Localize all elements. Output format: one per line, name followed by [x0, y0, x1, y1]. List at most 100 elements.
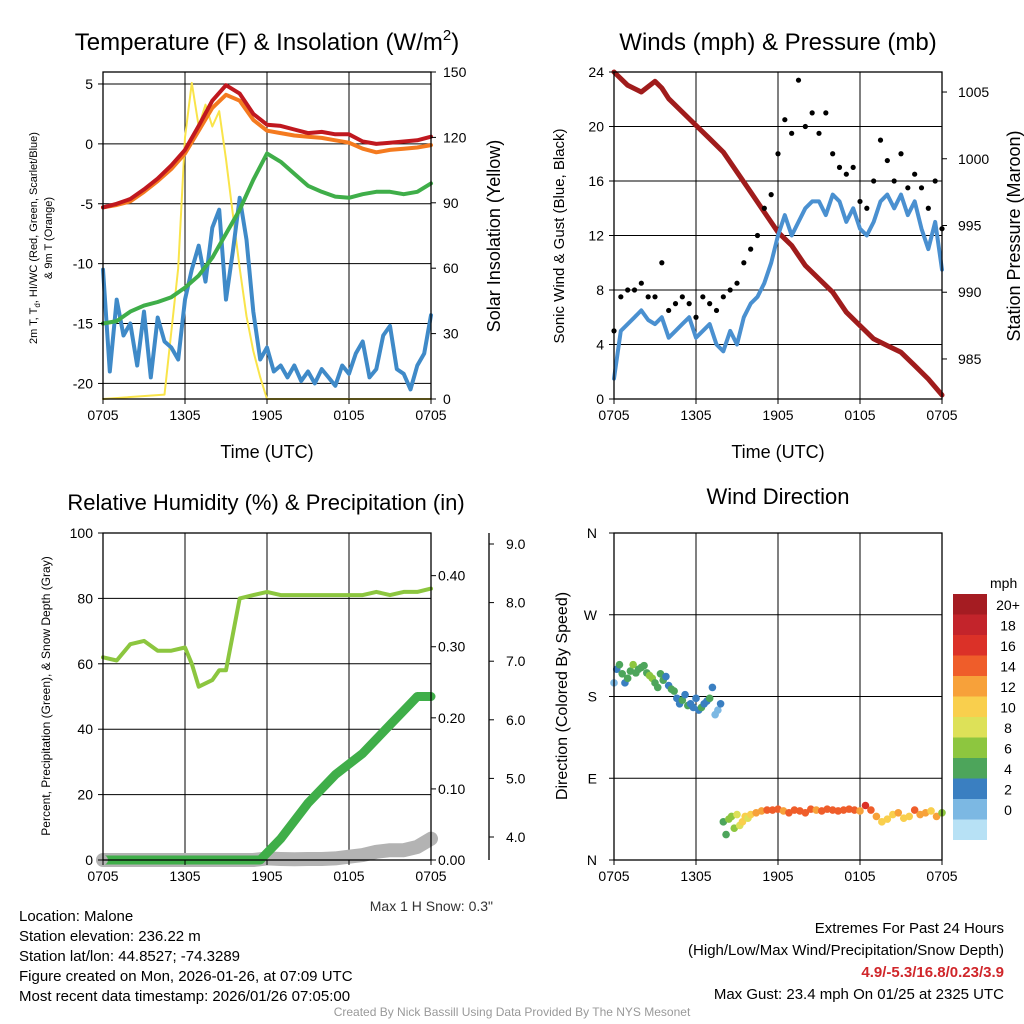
precip-y2-ticks: 0.00 0.10 0.20 0.30 0.40: [431, 568, 465, 868]
gust-point: [727, 287, 733, 293]
direction-ylabel: Direction (Colored By Speed): [554, 592, 571, 800]
gust-point: [912, 171, 918, 177]
direction-point: [670, 687, 678, 695]
y-tick-label: -20: [73, 375, 93, 391]
y2-tick-label: 0.00: [438, 852, 465, 868]
max-snow-footnote: Max 1 H Snow: 0.3": [370, 898, 493, 914]
gust-point: [836, 164, 843, 170]
direction-point: [716, 699, 725, 708]
y2-tick-label: 0.10: [438, 781, 465, 797]
y-tick-label: 4: [596, 337, 604, 353]
direction-point: [861, 801, 870, 810]
direction-y-ticks: N E S W N: [584, 525, 614, 868]
y-tick-label: W: [584, 607, 598, 623]
y2-tick-label: 1005: [958, 84, 989, 100]
sonic-wind-line: [612, 192, 944, 381]
direction-point: [867, 806, 875, 814]
gust-point: [631, 287, 638, 293]
winds-y2-ticks: 985 990 995 1000 1005: [942, 84, 989, 367]
gust-point: [625, 287, 631, 293]
direction-point: [714, 706, 722, 714]
gust-point: [864, 205, 870, 211]
y2-tick-label: 985: [958, 351, 982, 367]
gust-point: [789, 130, 795, 136]
direction-point: [618, 669, 626, 678]
gust-point: [871, 178, 877, 184]
humidity-ylabel: Percent, Precipitation (Green), & Snow D…: [39, 556, 53, 835]
wind-chill-line: [101, 195, 433, 392]
station-elevation: Station elevation: 236.22 m: [19, 928, 201, 945]
x-tick-label: 0705: [598, 868, 629, 884]
y-tick-label: 24: [588, 64, 604, 80]
direction-point: [910, 806, 919, 814]
legend-title: mph: [990, 575, 1017, 591]
legend-swatch: [953, 676, 987, 697]
x-tick-label: 1305: [169, 407, 200, 423]
winds-y-ticks: 0 4 8 12 16 20 24: [588, 64, 614, 407]
gust-point: [857, 198, 863, 205]
temp-2m-line: [101, 83, 433, 210]
y2-tick-label: 995: [958, 217, 982, 233]
winds-title: Winds (mph) & Pressure (mb): [619, 29, 936, 56]
legend-label: 8: [1004, 720, 1012, 736]
direction-point: [623, 674, 632, 683]
x-tick-label: 1905: [251, 407, 282, 423]
y-tick-label: 8: [596, 282, 604, 298]
gust-point: [707, 301, 713, 307]
gust-point: [891, 178, 897, 184]
gust-point: [720, 294, 726, 300]
gust-point: [700, 294, 706, 300]
x-tick-label: 0105: [333, 407, 364, 423]
gust-point: [652, 294, 658, 300]
y-tick-label: 16: [588, 173, 604, 189]
figure-created: Figure created on Mon, 2026-01-26, at 07…: [19, 968, 353, 985]
humidity-panel: Relative Humidity (%) & Precipitation (i…: [39, 490, 526, 914]
gust-point: [659, 260, 665, 266]
gust-point: [645, 294, 651, 300]
x-tick-label: 0705: [87, 868, 118, 884]
direction-point: [640, 661, 648, 670]
gust-point: [666, 307, 672, 314]
y2-tick-label: 0.20: [438, 710, 465, 726]
x-tick-label: 0705: [598, 407, 629, 423]
gust-point: [734, 280, 740, 286]
direction-x-ticks: 0705 1305 1905 0105 0705: [598, 860, 958, 884]
x-tick-label: 1905: [251, 868, 282, 884]
y2-tick-label: 0: [443, 391, 451, 407]
direction-point: [927, 807, 935, 815]
gust-point: [775, 151, 781, 157]
y3-tick-label: 5.0: [506, 770, 526, 786]
temperature-series: [101, 81, 433, 400]
x-tick-label: 0705: [415, 407, 446, 423]
legend-swatch: [953, 758, 987, 779]
y-tick-label: 60: [77, 656, 93, 672]
gust-point: [877, 137, 884, 143]
extremes-block: Extremes For Past 24 Hours (High/Low/Max…: [688, 918, 1004, 1006]
y2-tick-label: 0.30: [438, 639, 465, 655]
x-tick-label: 1905: [762, 407, 793, 423]
y-tick-label: 40: [77, 721, 93, 737]
y2-tick-label: 120: [443, 129, 467, 145]
winds-panel: Winds (mph) & Pressure (mb) 04812162024 …: [551, 29, 1024, 462]
gust-point: [850, 164, 856, 170]
direction-point: [733, 810, 741, 819]
gust-point: [925, 205, 931, 211]
x-tick-label: 1905: [762, 868, 793, 884]
station-location: Location: Malone: [19, 908, 134, 925]
x-tick-label: 0705: [87, 407, 118, 423]
y-tick-label: -5: [81, 196, 94, 212]
y-tick-label: S: [588, 689, 597, 705]
y-tick-label: 100: [70, 525, 94, 541]
direction-point: [615, 660, 624, 669]
y3-tick-label: 9.0: [506, 536, 526, 552]
station-latlon: Station lat/lon: 44.8527; -74.3289: [19, 948, 241, 965]
station-info-block: Location: Malone Station elevation: 236.…: [19, 907, 353, 1007]
direction-point: [905, 812, 913, 821]
gust-point: [618, 294, 624, 300]
y-tick-label: -15: [73, 316, 93, 332]
gust-point: [884, 157, 890, 164]
humidity-title: Relative Humidity (%) & Precipitation (i…: [67, 490, 464, 515]
y-tick-label: 0: [85, 136, 93, 152]
